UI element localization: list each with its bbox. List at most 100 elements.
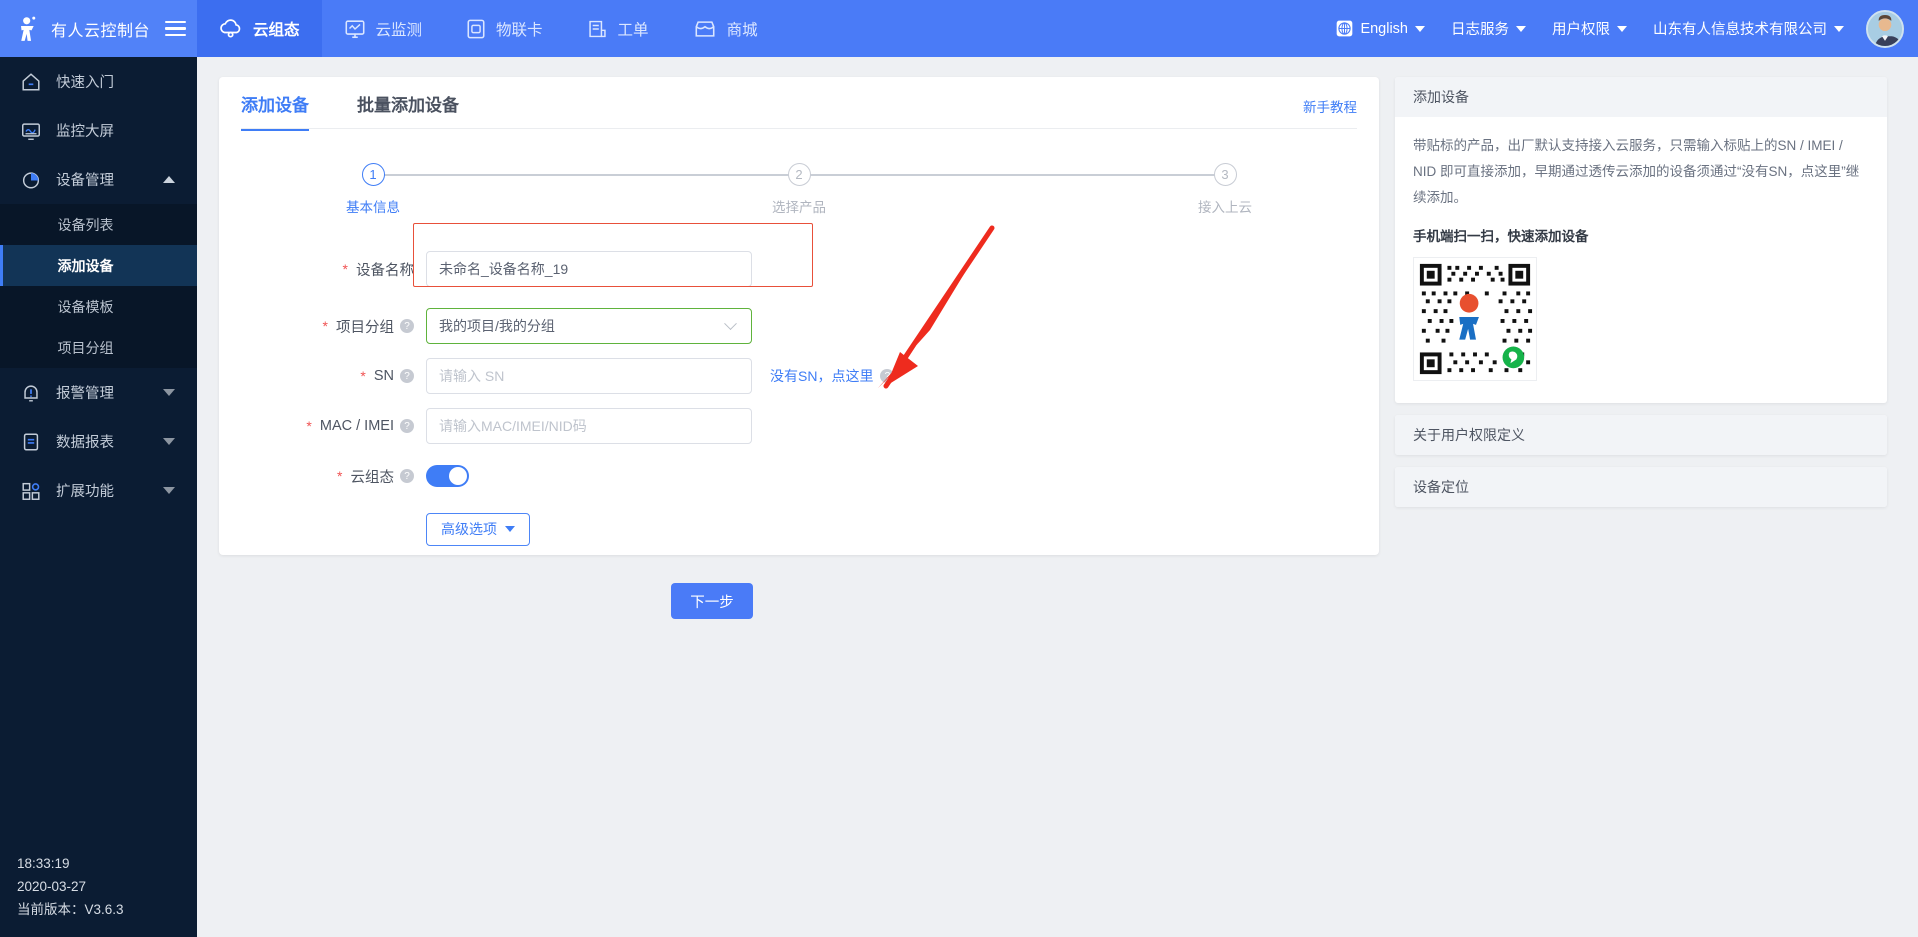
work-order-icon	[588, 20, 606, 37]
sidebar-item-add-device[interactable]: 添加设备	[0, 245, 197, 286]
sidebar-submenu-project: 项目分组	[0, 327, 197, 368]
qr-code-svg	[1414, 258, 1536, 380]
cloud-icon	[220, 18, 241, 38]
device-name-input[interactable]: 未命名_设备名称_19	[426, 251, 752, 287]
topnav-label: 物联卡	[496, 21, 543, 39]
chevron-down-icon	[163, 438, 175, 445]
chevron-down-icon	[1415, 25, 1425, 32]
required-marker: *	[306, 418, 312, 434]
topnav-item-shop[interactable]: 商城	[671, 0, 780, 57]
label-text: 云组态	[350, 469, 395, 486]
log-service-menu[interactable]: 日志服务	[1438, 0, 1539, 57]
step-1[interactable]: 1 基本信息	[346, 163, 400, 216]
tab-batch-add-device[interactable]: 批量添加设备	[357, 75, 459, 130]
sidebar-item-dashboard[interactable]: 监控大屏	[0, 106, 197, 155]
sidebar-item-data-report[interactable]: 数据报表	[0, 417, 197, 466]
hamburger-icon[interactable]	[165, 20, 187, 37]
label-text: SN	[373, 368, 394, 384]
help-icon[interactable]: ?	[400, 319, 414, 333]
shop-icon	[695, 20, 715, 37]
form-row-device-name: * 设备名称 未命名_设备名称_19	[241, 223, 1357, 301]
required-marker: *	[342, 261, 348, 277]
report-icon	[23, 432, 39, 451]
log-service-label: 日志服务	[1451, 22, 1509, 38]
topnav-item-cloud-scada[interactable]: 云组态	[197, 0, 322, 57]
no-sn-link-text: 没有SN，点这里	[770, 368, 874, 384]
topnav-item-work-order[interactable]: 工单	[565, 0, 671, 57]
required-marker: *	[337, 468, 343, 484]
cloud-scada-toggle[interactable]	[426, 465, 469, 487]
dashboard-icon	[22, 122, 40, 140]
chevron-down-icon	[163, 389, 175, 396]
form-row-mac-imei: * MAC / IMEI ? 请输入MAC/IMEI/NID码	[241, 401, 1357, 451]
sidebar-item-label: 报警管理	[56, 386, 114, 402]
help-card-header[interactable]: 添加设备	[1395, 77, 1887, 117]
help-card-header[interactable]: 关于用户权限定义	[1395, 415, 1887, 455]
device-name-label: * 设备名称	[241, 259, 426, 280]
sidebar-item-extension[interactable]: 扩展功能	[0, 466, 197, 515]
label-text: MAC / IMEI	[319, 418, 394, 434]
sidebar-item-project-group[interactable]: 项目分组	[0, 327, 197, 368]
company-menu[interactable]: 山东有人信息技术有限公司	[1640, 0, 1857, 57]
sidebar-item-label: 快速入门	[56, 75, 114, 91]
tutorial-link[interactable]: 新手教程	[1303, 100, 1357, 115]
project-group-select[interactable]: 我的项目/我的分组	[426, 308, 752, 344]
help-paragraph: 带贴标的产品，出厂默认支持接入云服务，只需输入标贴上的SN / IMEI / N…	[1413, 138, 1860, 205]
tab-add-device[interactable]: 添加设备	[241, 75, 309, 131]
top-nav-items: 云组态 云监测 物联卡	[197, 0, 780, 57]
help-card-device-location: 设备定位	[1395, 467, 1887, 507]
sidebar-sub-label: 设备列表	[57, 216, 114, 233]
required-marker: *	[360, 368, 366, 384]
brand-area[interactable]: 有人云控制台	[0, 0, 197, 57]
home-icon	[22, 72, 40, 91]
pie-chart-icon	[22, 171, 40, 189]
qr-code-image	[1413, 257, 1537, 381]
help-icon[interactable]: ?	[400, 369, 414, 383]
help-card-header[interactable]: 设备定位	[1395, 467, 1887, 507]
avatar[interactable]	[1866, 9, 1904, 48]
sidebar-sub-label: 项目分组	[57, 339, 114, 356]
step-circle: 2	[787, 163, 811, 186]
sidebar-item-device-list[interactable]: 设备列表	[0, 204, 197, 245]
help-icon[interactable]: ?	[400, 469, 414, 483]
chevron-down-icon	[1617, 25, 1627, 32]
help-icon[interactable]: ?	[400, 419, 414, 433]
language-selector[interactable]: English	[1323, 0, 1438, 57]
language-label: English	[1360, 20, 1408, 37]
cloud-scada-label: * 云组态 ?	[241, 466, 426, 487]
sn-input[interactable]: 请输入 SN	[426, 358, 752, 394]
form-row-sn: * SN ? 请输入 SN 没有SN，点这里 ?	[241, 351, 1357, 401]
sidebar-submenu-template: 设备模板	[0, 286, 197, 327]
tab-label: 添加设备	[241, 96, 309, 115]
sidebar-item-alarm-management[interactable]: 报警管理	[0, 368, 197, 417]
topnav-label: 云组态	[253, 21, 300, 39]
sidebar-sub-label: 添加设备	[57, 257, 114, 274]
sidebar-item-device-management[interactable]: 设备管理	[0, 155, 197, 204]
sidebar-item-label: 数据报表	[56, 435, 114, 451]
sidebar-submenu-device: 设备列表	[0, 204, 197, 245]
no-sn-link[interactable]: 没有SN，点这里 ?	[770, 366, 895, 386]
top-right-menu: English 日志服务 用户权限 山东有人信息技术有限公司	[1323, 0, 1918, 57]
sidebar-submenu-add: 添加设备	[0, 245, 197, 286]
help-icon[interactable]: ?	[880, 369, 895, 383]
step-3[interactable]: 3 接入上云	[1198, 163, 1252, 216]
next-step-button[interactable]: 下一步	[671, 583, 753, 619]
step-2[interactable]: 2 选择产品	[772, 163, 826, 216]
required-marker: *	[322, 318, 328, 334]
topnav-item-iot-card[interactable]: 物联卡	[444, 0, 565, 57]
sidebar-item-quick-start[interactable]: 快速入门	[0, 57, 197, 106]
sidebar-item-label: 设备管理	[56, 173, 114, 189]
chevron-down-icon	[724, 316, 737, 330]
form-row-advanced: 高级选项	[241, 501, 1357, 557]
device-form: * 设备名称 未命名_设备名称_19 * 项目分组 ? 我的项目/我的分组	[241, 223, 1357, 619]
topnav-item-cloud-monitor[interactable]: 云监测	[322, 0, 445, 57]
chevron-down-icon	[505, 526, 515, 532]
help-card-add-device: 添加设备 带贴标的产品，出厂默认支持接入云服务，只需输入标贴上的SN / IME…	[1395, 77, 1887, 403]
sidebar-item-device-template[interactable]: 设备模板	[0, 286, 197, 327]
brand-name: 有人云控制台	[51, 22, 151, 40]
mac-imei-input[interactable]: 请输入MAC/IMEI/NID码	[426, 408, 752, 444]
stepper: 1 基本信息 2 选择产品 3 接入上云	[241, 163, 1357, 225]
user-permission-menu[interactable]: 用户权限	[1539, 0, 1640, 57]
advanced-options-button[interactable]: 高级选项	[426, 512, 530, 546]
